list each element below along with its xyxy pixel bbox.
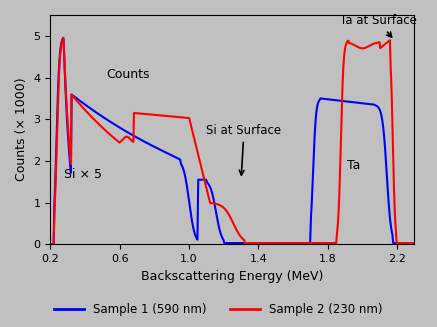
X-axis label: Backscattering Energy (MeV): Backscattering Energy (MeV) xyxy=(141,269,324,283)
Text: Ta: Ta xyxy=(347,159,360,172)
Text: Counts: Counts xyxy=(106,68,149,80)
Legend: Sample 1 (590 nm), Sample 2 (230 nm): Sample 1 (590 nm), Sample 2 (230 nm) xyxy=(49,299,388,321)
Text: Si at Surface: Si at Surface xyxy=(206,124,281,175)
Text: Si × 5: Si × 5 xyxy=(64,168,102,181)
Text: Ta at Surface: Ta at Surface xyxy=(340,14,417,37)
Y-axis label: Counts (× 1000): Counts (× 1000) xyxy=(15,78,28,181)
